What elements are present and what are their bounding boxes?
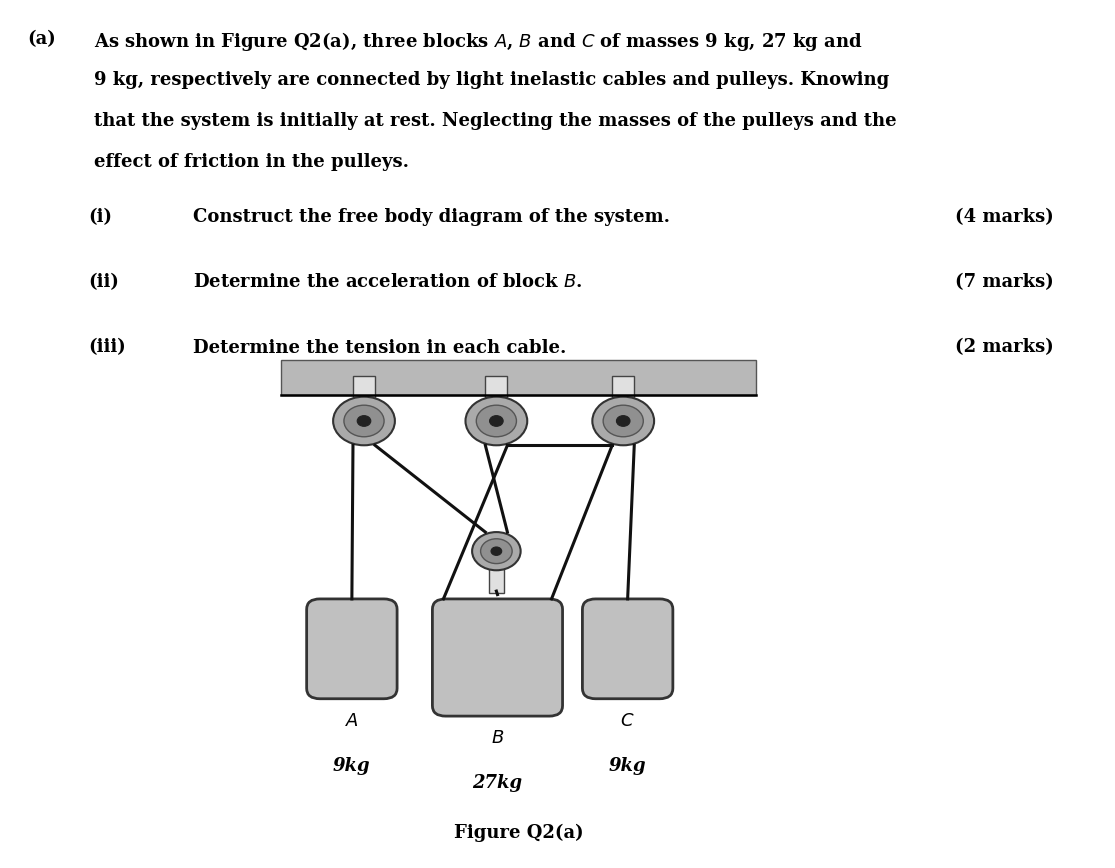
Circle shape	[592, 397, 655, 445]
Text: $C$: $C$	[620, 712, 634, 730]
Text: As shown in Figure Q2(a), three blocks $A$, $B$ and $C$ of masses 9 kg, 27 kg an: As shown in Figure Q2(a), three blocks $…	[94, 30, 863, 53]
FancyBboxPatch shape	[433, 599, 563, 716]
Circle shape	[617, 416, 630, 426]
Text: Figure Q2(a): Figure Q2(a)	[454, 824, 583, 842]
Text: (4 marks): (4 marks)	[954, 208, 1054, 227]
Text: (a): (a)	[28, 30, 57, 49]
Circle shape	[489, 416, 503, 426]
Circle shape	[603, 405, 643, 437]
Circle shape	[343, 405, 384, 437]
Text: $A$: $A$	[345, 712, 359, 730]
Circle shape	[472, 532, 521, 570]
Circle shape	[333, 397, 395, 445]
FancyBboxPatch shape	[612, 376, 634, 406]
Text: (iii): (iii)	[88, 339, 126, 357]
FancyBboxPatch shape	[488, 567, 504, 593]
Text: effect of friction in the pulleys.: effect of friction in the pulleys.	[94, 153, 409, 171]
Circle shape	[357, 416, 371, 426]
Text: Determine the tension in each cable.: Determine the tension in each cable.	[193, 339, 566, 357]
Circle shape	[465, 397, 527, 445]
FancyBboxPatch shape	[582, 599, 672, 699]
Text: Determine the acceleration of block $B$.: Determine the acceleration of block $B$.	[193, 273, 582, 292]
Text: (7 marks): (7 marks)	[954, 273, 1054, 292]
Text: that the system is initially at rest. Neglecting the masses of the pulleys and t: that the system is initially at rest. Ne…	[94, 112, 896, 130]
FancyBboxPatch shape	[307, 599, 397, 699]
Text: (i): (i)	[88, 208, 113, 227]
Circle shape	[476, 405, 516, 437]
Text: 27kg: 27kg	[473, 774, 523, 792]
Text: (ii): (ii)	[88, 273, 119, 292]
Text: 9kg: 9kg	[333, 757, 370, 775]
FancyBboxPatch shape	[353, 376, 375, 406]
FancyBboxPatch shape	[485, 376, 507, 406]
Circle shape	[481, 539, 512, 563]
Text: 9 kg, respectively are connected by light inelastic cables and pulleys. Knowing: 9 kg, respectively are connected by ligh…	[94, 71, 889, 89]
Text: 9kg: 9kg	[609, 757, 647, 775]
Text: $B$: $B$	[491, 729, 504, 747]
FancyBboxPatch shape	[281, 360, 756, 395]
Circle shape	[491, 547, 502, 556]
Text: (2 marks): (2 marks)	[954, 339, 1054, 357]
Text: Construct the free body diagram of the system.: Construct the free body diagram of the s…	[193, 208, 670, 227]
